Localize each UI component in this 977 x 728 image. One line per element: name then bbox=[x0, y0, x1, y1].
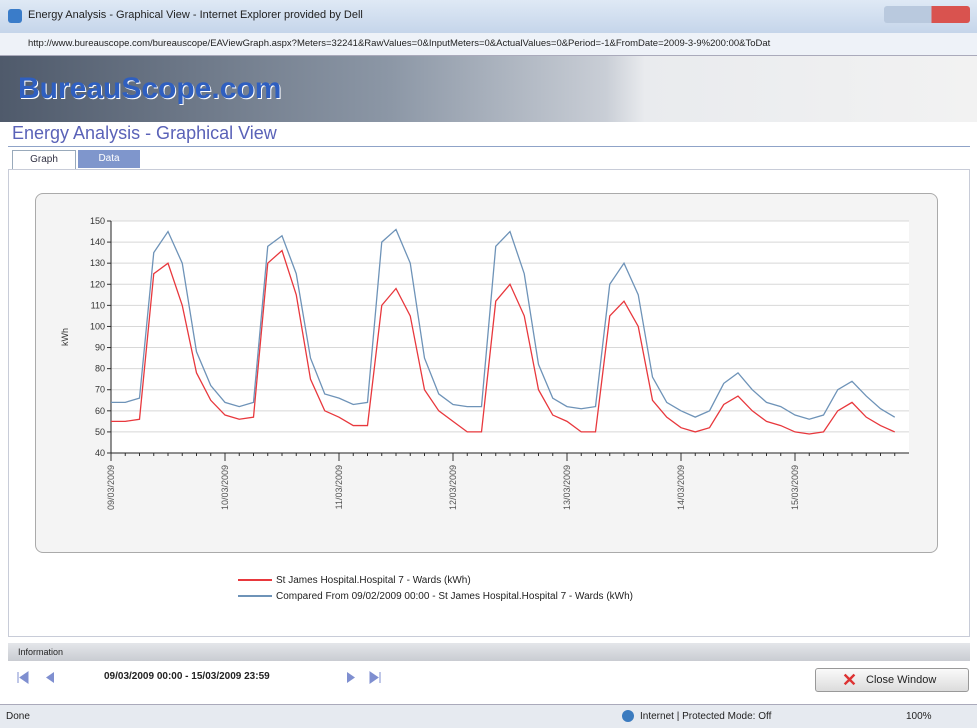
legend-swatch bbox=[238, 595, 272, 597]
zoom[interactable]: 100% bbox=[906, 711, 932, 722]
zone-text: Internet | Protected Mode: Off bbox=[640, 711, 771, 722]
plot-area bbox=[111, 221, 909, 453]
x-tick-label: 11/03/2009 bbox=[334, 465, 344, 509]
y-tick-label: 120 bbox=[90, 279, 105, 289]
url[interactable]: http://www.bureauscope.com/bureauscope/E… bbox=[28, 38, 963, 49]
y-tick-label: 60 bbox=[95, 406, 105, 416]
x-tick-label: 10/03/2009 bbox=[220, 465, 230, 510]
close-icon: ✕ bbox=[842, 670, 857, 691]
status-bar: Done Internet | Protected Mode: Off 100% bbox=[0, 704, 977, 728]
x-tick-label: 14/03/2009 bbox=[676, 465, 686, 510]
y-axis-label: kWh bbox=[60, 328, 70, 346]
legend: St James Hospital.Hospital 7 - Wards (kW… bbox=[238, 573, 633, 605]
window-controls[interactable] bbox=[884, 6, 970, 23]
logo: BureauScope.com bbox=[18, 72, 281, 106]
date-range: 09/03/2009 00:00 - 15/03/2009 23:59 bbox=[104, 671, 270, 682]
legend-swatch bbox=[238, 579, 272, 581]
legend-item: Compared From 09/02/2009 00:00 - St Jame… bbox=[238, 589, 633, 605]
y-tick-label: 80 bbox=[95, 364, 105, 374]
close-label: Close Window bbox=[866, 674, 936, 686]
x-tick-label: 13/03/2009 bbox=[562, 465, 572, 510]
divider bbox=[8, 146, 970, 147]
page: Energy Analysis - Graphical View - Inter… bbox=[0, 0, 977, 727]
y-tick-label: 90 bbox=[95, 343, 105, 353]
legend-label: Compared From 09/02/2009 00:00 - St Jame… bbox=[276, 591, 633, 602]
y-tick-label: 110 bbox=[91, 300, 105, 310]
next-button[interactable] bbox=[347, 672, 355, 683]
y-tick-label: 70 bbox=[95, 385, 105, 395]
y-tick-label: 50 bbox=[95, 427, 105, 437]
x-tick-label: 09/03/2009 bbox=[106, 465, 116, 510]
status-text: Done bbox=[6, 711, 30, 722]
y-tick-label: 40 bbox=[95, 448, 105, 458]
y-tick-label: 130 bbox=[90, 258, 105, 268]
page-title: Energy Analysis - Graphical View bbox=[12, 123, 277, 144]
tab[interactable]: Data bbox=[78, 150, 140, 168]
info-title: Information bbox=[18, 647, 63, 657]
zone-icon bbox=[622, 710, 634, 722]
tab[interactable]: Graph bbox=[12, 150, 76, 169]
info-bar: Information bbox=[8, 643, 970, 661]
ie-icon bbox=[8, 9, 22, 23]
address-bar: http://www.bureauscope.com/bureauscope/E… bbox=[0, 33, 977, 56]
legend-label: St James Hospital.Hospital 7 - Wards (kW… bbox=[276, 575, 471, 586]
legend-item: St James Hospital.Hospital 7 - Wards (kW… bbox=[238, 573, 633, 589]
y-tick-label: 150 bbox=[90, 216, 105, 226]
x-tick-label: 12/03/2009 bbox=[448, 465, 458, 510]
window-title: Energy Analysis - Graphical View - Inter… bbox=[28, 9, 363, 21]
first-button[interactable] bbox=[18, 672, 28, 683]
y-tick-label: 100 bbox=[90, 321, 105, 331]
close-button[interactable]: ✕ Close Window bbox=[815, 668, 969, 692]
banner: BureauScope.com bbox=[0, 56, 977, 122]
prev-button[interactable] bbox=[46, 672, 54, 683]
chart: kWh 40 50 60 70 80 90 100 110 120 130 140 150 09/03/… bbox=[35, 193, 938, 553]
y-tick-label: 140 bbox=[90, 237, 105, 247]
x-tick-label: 15/03/2009 bbox=[790, 465, 800, 510]
last-button[interactable] bbox=[370, 672, 380, 683]
title-bar: Energy Analysis - Graphical View - Inter… bbox=[0, 0, 977, 33]
